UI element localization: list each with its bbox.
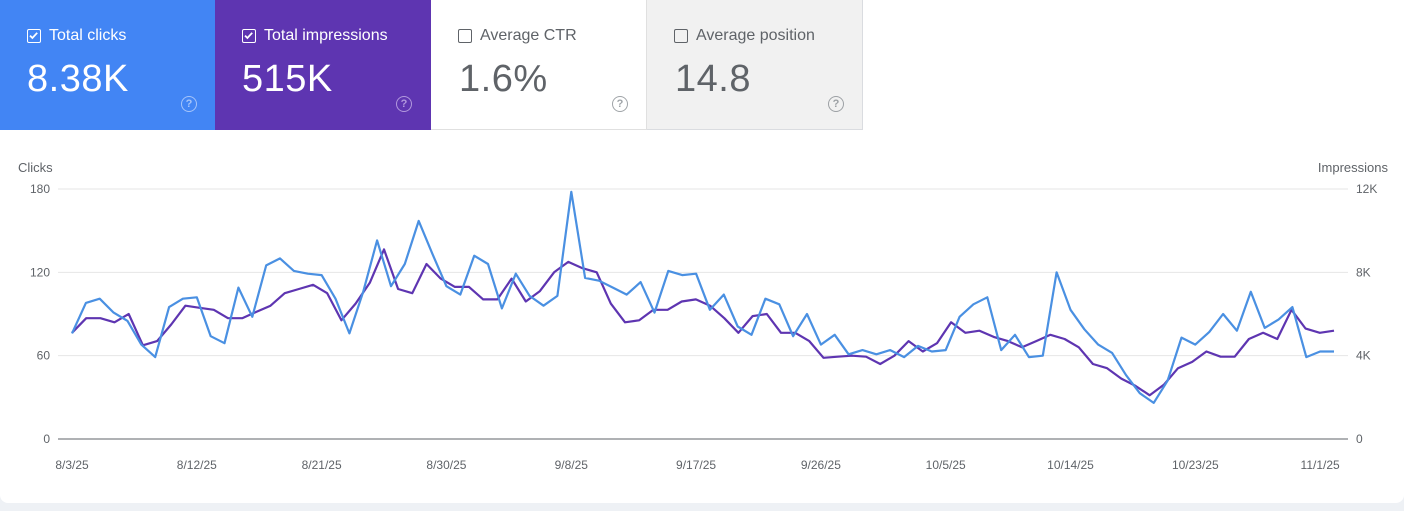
x-tick-label: 9/26/25 bbox=[801, 458, 841, 472]
metric-label: Average CTR bbox=[480, 27, 577, 44]
help-icon[interactable]: ? bbox=[181, 96, 197, 112]
metric-card-average-ctr[interactable]: Average CTR 1.6% ? bbox=[431, 0, 647, 130]
y-left-tick-label: 0 bbox=[43, 432, 50, 446]
x-tick-label: 9/17/25 bbox=[676, 458, 716, 472]
x-tick-label: 10/14/25 bbox=[1047, 458, 1094, 472]
checkbox-checked-icon[interactable] bbox=[27, 29, 41, 43]
x-tick-label: 8/3/25 bbox=[55, 458, 89, 472]
y-right-tick-label: 0 bbox=[1356, 432, 1363, 446]
x-tick-label: 10/5/25 bbox=[926, 458, 966, 472]
y-right-tick-label: 4K bbox=[1356, 349, 1371, 363]
x-tick-label: 11/1/25 bbox=[1301, 458, 1340, 472]
metric-label: Average position bbox=[696, 27, 815, 44]
checkbox-unchecked-icon[interactable] bbox=[674, 29, 688, 43]
metric-cards: Total clicks 8.38K ? Total impressions 5… bbox=[0, 0, 863, 130]
help-icon[interactable]: ? bbox=[612, 96, 628, 112]
metric-card-header: Total clicks bbox=[27, 27, 126, 45]
x-tick-label: 8/21/25 bbox=[302, 458, 342, 472]
metric-card-header: Average CTR bbox=[458, 27, 577, 45]
metric-value: 14.8 bbox=[675, 58, 751, 100]
metric-card-total-impressions[interactable]: Total impressions 515K ? bbox=[215, 0, 431, 130]
metric-card-header: Total impressions bbox=[242, 27, 388, 45]
y-left-tick-label: 120 bbox=[30, 265, 50, 279]
x-tick-label: 9/8/25 bbox=[555, 458, 589, 472]
series-line-impressions[interactable] bbox=[71, 248, 1335, 397]
y-right-tick-label: 8K bbox=[1356, 265, 1371, 279]
checkbox-checked-icon[interactable] bbox=[242, 29, 256, 43]
checkbox-unchecked-icon[interactable] bbox=[458, 29, 472, 43]
help-icon[interactable]: ? bbox=[396, 96, 412, 112]
x-tick-label: 8/30/25 bbox=[426, 458, 466, 472]
metric-value: 8.38K bbox=[27, 58, 129, 100]
metric-label: Total clicks bbox=[49, 27, 127, 44]
x-tick-label: 8/12/25 bbox=[177, 458, 217, 472]
x-tick-label: 10/23/25 bbox=[1172, 458, 1219, 472]
y-left-tick-label: 60 bbox=[37, 349, 51, 363]
metric-label: Total impressions bbox=[264, 27, 388, 44]
metric-card-total-clicks[interactable]: Total clicks 8.38K ? bbox=[0, 0, 215, 130]
series-line-clicks[interactable] bbox=[70, 190, 1334, 404]
y-axis-right-title: Impressions bbox=[1317, 160, 1388, 175]
y-right-tick-label: 12K bbox=[1356, 182, 1377, 196]
help-icon[interactable]: ? bbox=[828, 96, 844, 112]
metric-card-average-position[interactable]: Average position 14.8 ? bbox=[647, 0, 863, 130]
y-left-tick-label: 180 bbox=[30, 182, 50, 196]
y-axis-left-title: Clicks bbox=[18, 160, 53, 175]
metric-value: 515K bbox=[242, 58, 333, 100]
metric-value: 1.6% bbox=[459, 58, 548, 100]
metric-card-header: Average position bbox=[674, 27, 815, 45]
